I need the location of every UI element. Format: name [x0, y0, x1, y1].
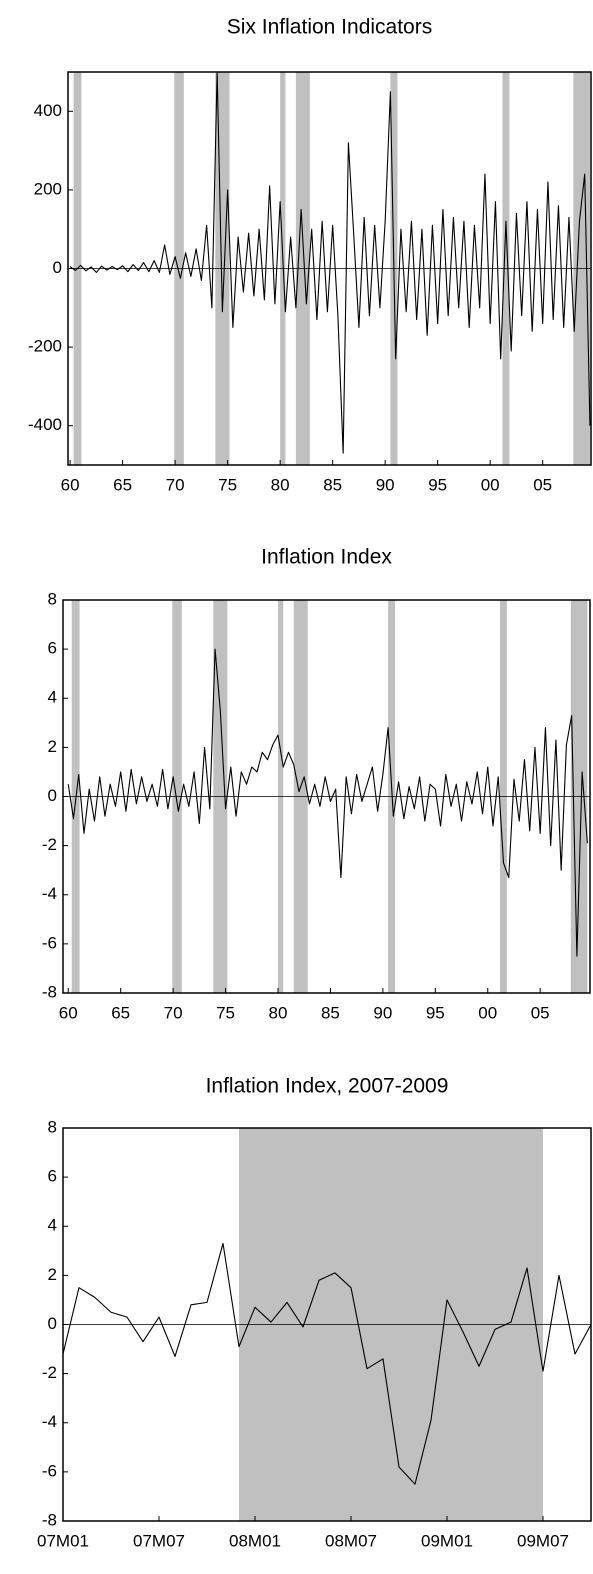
x-tick-label: 95	[428, 475, 447, 494]
y-tick-label: -8	[42, 982, 57, 1001]
x-tick-label: 09M07	[517, 1531, 569, 1550]
y-tick-label: -4	[42, 884, 57, 903]
plot-area	[68, 72, 591, 465]
y-tick-label: -2	[42, 1363, 57, 1382]
y-tick-label: 0	[53, 258, 62, 277]
x-tick-label: 07M01	[37, 1531, 89, 1550]
y-tick-label: 200	[34, 179, 62, 198]
x-tick-label: 07M07	[133, 1531, 185, 1550]
x-tick-label: 90	[376, 475, 395, 494]
y-tick-label: 2	[48, 1265, 57, 1284]
y-tick-label: -2	[42, 835, 57, 854]
chart-title: Inflation Index, 2007-2009	[206, 1075, 449, 1098]
x-tick-label: 00	[481, 475, 500, 494]
x-tick-label: 70	[166, 475, 185, 494]
x-tick-label: 85	[323, 475, 342, 494]
y-tick-label: 0	[48, 786, 57, 805]
y-tick-label: 8	[48, 589, 57, 608]
y-tick-label: -8	[42, 1510, 57, 1529]
y-tick-label: -4	[42, 1412, 57, 1431]
y-tick-label: -6	[42, 933, 57, 952]
y-tick-label: -200	[28, 337, 62, 356]
series-line	[67, 648, 588, 957]
y-tick-label: -400	[28, 415, 62, 434]
y-tick-label: 4	[48, 1216, 57, 1235]
y-tick-label: 6	[48, 1167, 57, 1186]
x-tick-label: 09M01	[421, 1531, 473, 1550]
y-tick-label: 2	[48, 737, 57, 756]
y-tick-label: 0	[48, 1314, 57, 1333]
x-tick-label: 60	[59, 1003, 78, 1022]
x-tick-label: 08M07	[325, 1531, 377, 1550]
y-tick-label: 8	[48, 1117, 57, 1136]
plot-area	[63, 1128, 591, 1521]
x-tick-label: 80	[269, 1003, 288, 1022]
x-tick-label: 05	[533, 475, 552, 494]
x-tick-label: 70	[164, 1003, 183, 1022]
y-tick-label: 4	[48, 688, 57, 707]
x-tick-label: 75	[216, 1003, 235, 1022]
x-tick-label: 00	[478, 1003, 497, 1022]
x-tick-label: 90	[373, 1003, 392, 1022]
y-tick-label: 400	[34, 101, 62, 120]
x-tick-label: 65	[113, 475, 132, 494]
x-tick-label: 08M01	[229, 1531, 281, 1550]
x-tick-label: 60	[61, 475, 80, 494]
y-tick-label: -6	[42, 1461, 57, 1480]
x-tick-label: 65	[111, 1003, 130, 1022]
x-tick-label: 05	[531, 1003, 550, 1022]
series-line	[69, 72, 591, 454]
x-tick-label: 75	[218, 475, 237, 494]
x-tick-label: 95	[426, 1003, 445, 1022]
x-tick-label: 85	[321, 1003, 340, 1022]
chart-title: Inflation Index	[261, 546, 392, 569]
x-tick-label: 80	[271, 475, 290, 494]
plot-area	[63, 600, 590, 993]
chart-title: Six Inflation Indicators	[227, 16, 432, 39]
series-line	[63, 1242, 591, 1485]
y-tick-label: 6	[48, 639, 57, 658]
